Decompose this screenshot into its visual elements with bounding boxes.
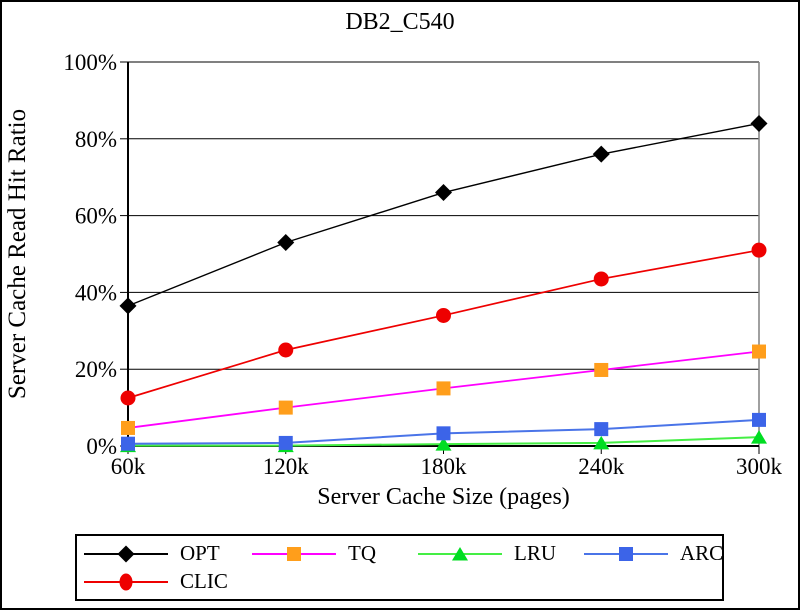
series-markers-opt	[119, 114, 768, 315]
y-tick-label: 100%	[63, 50, 117, 75]
legend-label: TQ	[348, 541, 376, 565]
legend-swatch-tq	[252, 546, 336, 561]
legend-label: ARC	[680, 541, 724, 565]
legend-label: LRU	[514, 541, 556, 565]
legend-item-opt: OPT	[84, 540, 252, 568]
x-tick-label: 300k	[736, 454, 783, 479]
y-tick-label: 60%	[75, 204, 117, 229]
x-tick-label: 240k	[578, 454, 625, 479]
y-tick-label: 80%	[75, 127, 117, 152]
legend: OPT TQ LRU ARC CLIC	[75, 534, 724, 601]
legend-item-tq: TQ	[252, 540, 418, 568]
legend-item-lru: LRU	[418, 540, 584, 568]
legend-swatch-opt	[84, 545, 168, 562]
series-markers-clic	[120, 242, 767, 406]
legend-swatch-clic	[84, 573, 168, 590]
x-tick-label: 120k	[263, 454, 310, 479]
x-tick-label: 180k	[421, 454, 468, 479]
y-axis-label: Server Cache Read Hit Ratio	[4, 108, 31, 400]
chart-title: DB2_C540	[345, 9, 455, 35]
legend-swatch-arc	[584, 546, 668, 561]
y-tick-label: 0%	[86, 434, 117, 459]
series-markers-tq	[121, 344, 766, 435]
x-axis-label: Server Cache Size (pages)	[317, 484, 570, 510]
x-ticks: 60k 120k 180k 240k 300k	[111, 446, 783, 479]
series-line-clic	[127, 249, 760, 399]
legend-label: CLIC	[180, 569, 228, 593]
x-tick-label: 60k	[111, 454, 146, 479]
series-markers-arc	[121, 412, 766, 451]
gridlines-and-y-ticks: 0% 20% 40% 60% 80% 100%	[63, 50, 759, 459]
legend-item-clic: CLIC	[84, 568, 252, 596]
series-line-opt	[127, 122, 760, 307]
legend-item-arc: ARC	[584, 540, 723, 568]
legend-label: OPT	[180, 541, 220, 565]
y-tick-label: 20%	[75, 357, 117, 382]
y-tick-label: 40%	[75, 280, 117, 305]
legend-swatch-lru	[418, 546, 502, 560]
